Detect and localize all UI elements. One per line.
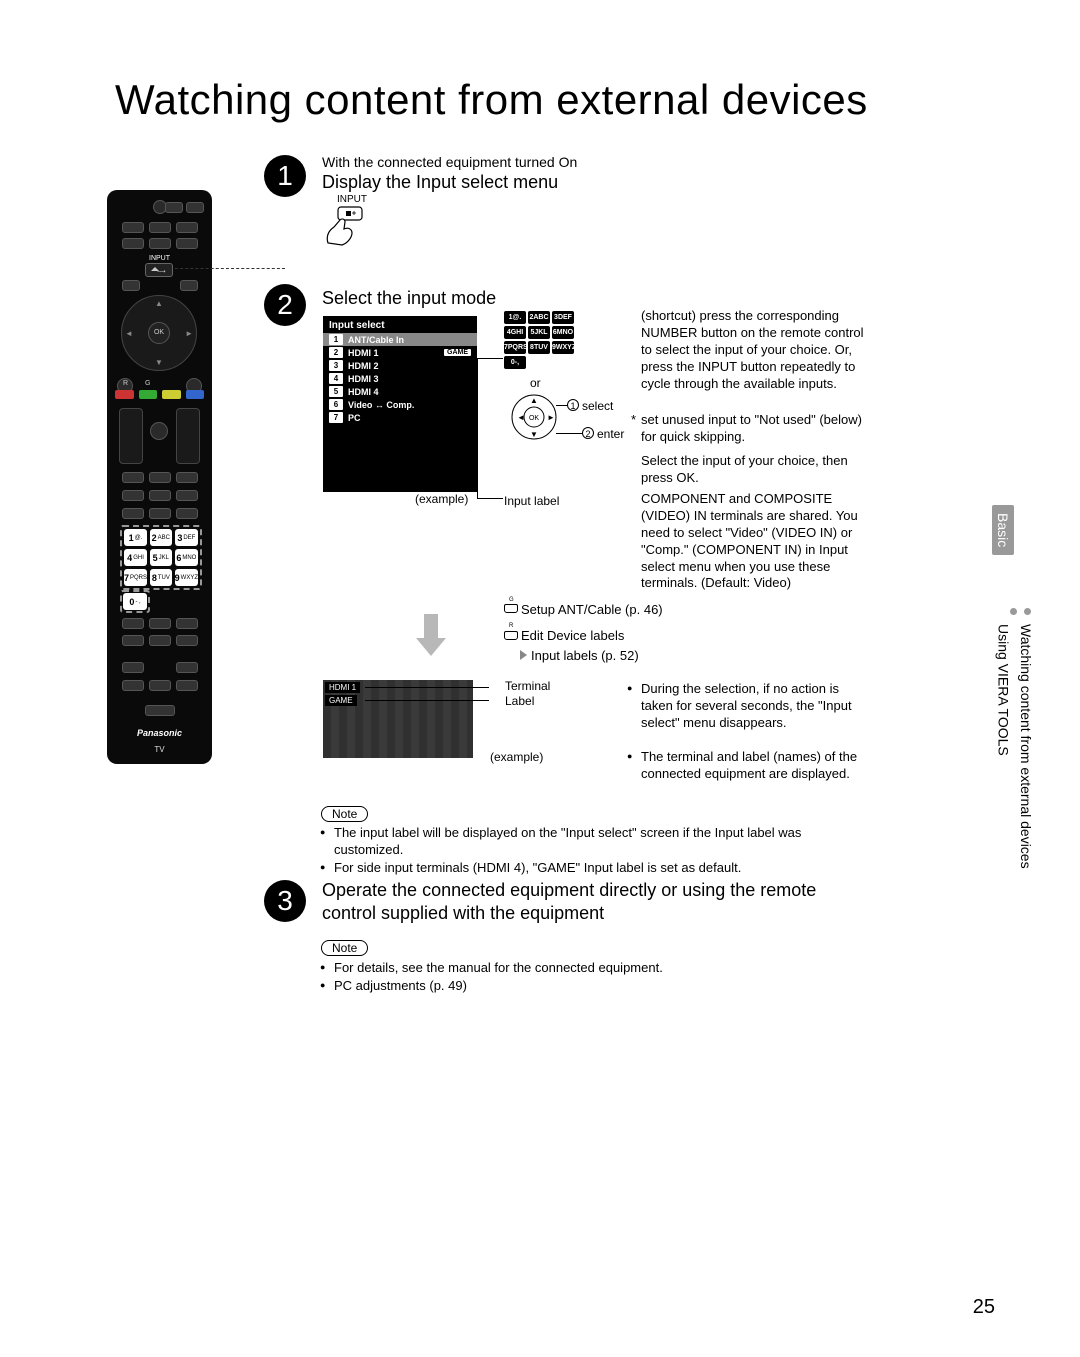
remote-brand: Panasonic xyxy=(107,728,212,738)
color-button-red xyxy=(115,390,134,399)
svg-text:OK: OK xyxy=(529,415,539,422)
side-bullet-1 xyxy=(1024,608,1031,615)
inputlabels-text: Input labels (p. 52) xyxy=(531,648,639,663)
select-step-num: 1 xyxy=(567,399,579,411)
dpad-mini-icon: OK ▲ ▼ ◄ ► xyxy=(511,394,557,440)
thumb-tag-game: GAME xyxy=(325,695,357,706)
menu-item: 6Video ↔ Comp. xyxy=(323,398,477,411)
input-label-callout: Input label xyxy=(504,494,559,508)
keypad-mini-key: 7PQRS xyxy=(504,341,526,354)
edit-text: Edit Device labels xyxy=(521,628,624,643)
note-text-2: Note xyxy=(321,940,368,956)
side-subtitle: Watching content from external devices U… xyxy=(992,624,1037,869)
note2-line1: For details, see the manual for the conn… xyxy=(334,960,663,975)
remote-g-label: G xyxy=(145,380,150,387)
step3-title: Operate the connected equipment directly… xyxy=(322,879,862,926)
note-text-1: Note xyxy=(321,806,368,822)
menu-item: 5HDMI 4 xyxy=(323,385,477,398)
keypad-mini-key: 2ABC xyxy=(528,311,550,324)
side-line2: Using VIERA TOOLS xyxy=(996,624,1012,756)
enter-step-num: 2 xyxy=(582,427,594,439)
step1-precondition: With the connected equipment turned On xyxy=(322,154,577,170)
keypad-mini: 1@.2ABC3DEF 4GHI5JKL6MNO 7PQRS8TUV9WXYZ 0-, xyxy=(504,311,574,369)
svg-text:▼: ▼ xyxy=(530,430,538,439)
step2-title: Select the input mode xyxy=(322,288,496,309)
remote-zero-key: 0- , xyxy=(120,590,150,613)
page-title: Watching content from external devices xyxy=(115,76,868,124)
label-label: Label xyxy=(505,694,534,708)
setup-ant-cable-link: Setup ANT/Cable (p. 46) xyxy=(504,602,663,617)
svg-text:▲: ▲ xyxy=(530,396,538,405)
menu-item: 7PC xyxy=(323,411,477,424)
input-button-label: INPUT xyxy=(337,194,367,205)
remote-input-label: INPUT xyxy=(149,255,170,262)
remote-tv-label: TV xyxy=(107,745,212,754)
side-bullet-2 xyxy=(1010,608,1017,615)
press-input-icon xyxy=(322,205,362,245)
keypad-mini-key: 1@. xyxy=(504,311,526,324)
example-label-2: (example) xyxy=(490,750,543,764)
note-pill-1: Note xyxy=(321,805,368,822)
down-arrow-icon xyxy=(416,614,446,665)
edit-device-labels-link: Edit Device labels xyxy=(504,628,624,643)
remote-dpad: ▲ ▼ ◄ ► OK xyxy=(121,295,197,371)
color-button-blue xyxy=(186,390,205,399)
remote-control: INPUT ⟶ ▲ ▼ ◄ ► OK R G 1@. 2ABC 3DEF 4GH… xyxy=(107,190,212,764)
or-text: or xyxy=(530,376,541,390)
terminal-label: Terminal xyxy=(505,679,550,693)
menu-item: 2HDMI 1GAME xyxy=(323,346,477,359)
shortcut-paragraph: (shortcut) press the corresponding NUMBE… xyxy=(641,308,866,392)
step-2-circle: 2 xyxy=(264,284,306,326)
set-unused-paragraph: *set unused input to "Not used" (below) … xyxy=(641,412,866,446)
keypad-mini-key: 5JKL xyxy=(528,326,550,339)
menu-item: 4HDMI 3 xyxy=(323,372,477,385)
keypad-mini-key: 6MNO xyxy=(552,326,574,339)
keypad-mini-key: 0-, xyxy=(504,356,526,369)
remote-number-keys: 1@. 2ABC 3DEF 4GHI 5JKL 6MNO 7PQRS 8TUV … xyxy=(120,525,202,590)
step1-title: Display the Input select menu xyxy=(322,172,558,193)
note2-line2: PC adjustments (p. 49) xyxy=(334,978,467,993)
side-line1: Watching content from external devices xyxy=(1018,624,1034,869)
menu-title: Input select xyxy=(323,316,477,333)
example-label-1: (example) xyxy=(415,492,468,506)
remote-ok-button: OK xyxy=(148,322,170,344)
setup-text: Setup ANT/Cable (p. 46) xyxy=(521,602,663,617)
select-input-paragraph: Select the input of your choice, then pr… xyxy=(641,453,866,487)
color-button-yellow xyxy=(162,390,181,399)
note1-line1: The input label will be displayed on the… xyxy=(334,825,854,859)
select-label: select xyxy=(582,399,613,413)
step-1-circle: 1 xyxy=(264,155,306,197)
bullet-during-selection: During the selection, if no action is ta… xyxy=(641,681,866,732)
set-unused-text: set unused input to "Not used" (below) f… xyxy=(641,412,862,444)
svg-text:►: ► xyxy=(547,413,555,422)
page-number: 25 xyxy=(973,1296,995,1319)
input-labels-link: Input labels (p. 52) xyxy=(520,648,639,663)
svg-text:◄: ◄ xyxy=(517,413,525,422)
step-3-circle: 3 xyxy=(264,880,306,922)
remote-r-label: R xyxy=(123,380,128,387)
input-select-menu: Input select 1ANT/Cable In2HDMI 1GAME3HD… xyxy=(323,316,477,492)
menu-item: 3HDMI 2 xyxy=(323,359,477,372)
keypad-mini-key: 9WXYZ xyxy=(552,341,574,354)
menu-item: 1ANT/Cable In xyxy=(323,333,477,346)
color-button-green xyxy=(139,390,158,399)
note1-line2: For side input terminals (HDMI 4), "GAME… xyxy=(334,860,854,875)
component-paragraph: COMPONENT and COMPOSITE (VIDEO) IN termi… xyxy=(641,491,866,592)
note-pill-2: Note xyxy=(321,939,368,956)
thumb-tag-hdmi: HDMI 1 xyxy=(325,682,360,693)
enter-label: enter xyxy=(597,427,624,441)
bullet-terminal-label: The terminal and label (names) of the co… xyxy=(641,749,866,783)
keypad-mini-key: 3DEF xyxy=(552,311,574,324)
side-tab-basic: Basic xyxy=(992,505,1014,555)
keypad-mini-key: 4GHI xyxy=(504,326,526,339)
keypad-mini-key: 8TUV xyxy=(528,341,550,354)
